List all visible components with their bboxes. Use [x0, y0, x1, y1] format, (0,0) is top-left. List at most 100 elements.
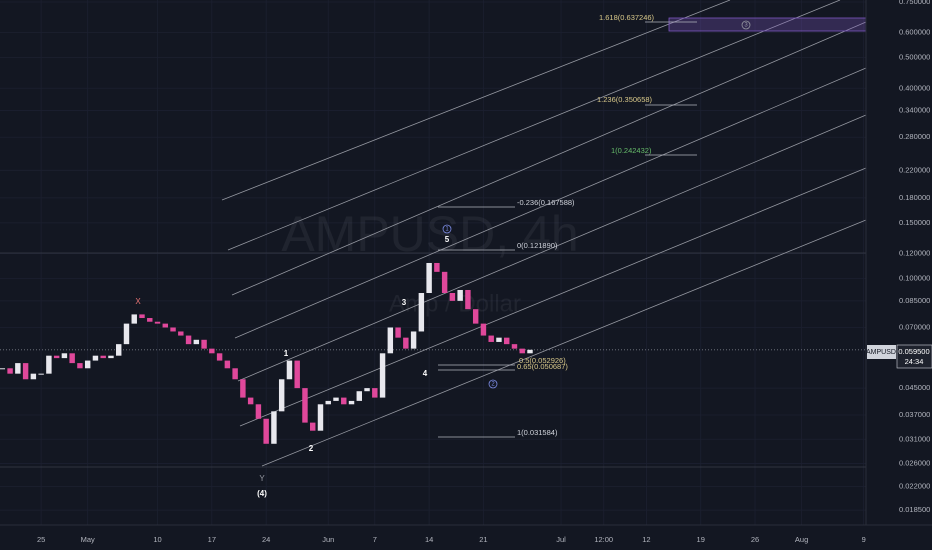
candle	[434, 262, 440, 272]
fib-label: 1(0.031584)	[517, 428, 558, 437]
wave-label: 2	[309, 444, 314, 453]
x-tick-label: Jun	[322, 535, 334, 544]
fib-label: 1.618(0.637246)	[599, 13, 655, 22]
circled-label: 3	[744, 23, 748, 29]
candles	[0, 262, 533, 444]
candle	[108, 355, 114, 359]
candle	[504, 337, 510, 345]
circled-label: 1	[445, 227, 449, 233]
y-tick-label: 0.600000	[899, 28, 930, 37]
watermark: AMPUSD, 4h	[281, 206, 578, 262]
candle	[511, 344, 518, 349]
y-tick-label: 0.031000	[899, 434, 930, 443]
candle	[403, 337, 409, 349]
x-tick-label: 19	[697, 535, 705, 544]
target-zone	[668, 17, 897, 32]
candle	[457, 289, 463, 301]
grid	[0, 0, 866, 525]
candle	[372, 388, 378, 398]
candle	[364, 388, 370, 392]
candle	[348, 400, 355, 405]
candle	[496, 337, 502, 342]
wave-label: 4	[423, 369, 428, 378]
wave-label: (4)	[257, 489, 267, 498]
annotations: 1.618(0.637246) 1.236(0.350658) 1(0.2424…	[135, 13, 751, 498]
candle	[341, 397, 347, 405]
candle	[465, 289, 471, 310]
candle	[286, 360, 293, 380]
candle	[271, 411, 277, 444]
candle	[216, 353, 223, 361]
x-tick-label: 21	[479, 535, 487, 544]
price-tag	[896, 344, 932, 369]
candle	[162, 323, 169, 328]
candle	[100, 355, 106, 359]
wave-circle	[741, 20, 751, 30]
y-tick-label: 0.280000	[899, 132, 930, 141]
candle	[7, 368, 13, 374]
candle	[472, 309, 479, 324]
candle	[0, 368, 6, 370]
price-axis	[866, 0, 932, 525]
fib-label: 1(0.242432)	[611, 146, 652, 155]
y-tick-label: 0.220000	[899, 165, 930, 174]
candle	[193, 339, 200, 345]
channel	[221, 0, 867, 467]
axes: 0.750000 0.600000 0.500000 0.400000 0.340000…	[37, 0, 930, 544]
y-tick-label: 0.100000	[899, 274, 930, 283]
candle	[209, 348, 215, 354]
wave-label: 1	[284, 349, 289, 358]
candle	[387, 327, 394, 354]
channel-line	[237, 114, 867, 382]
y-tick-label: 0.750000	[899, 0, 930, 6]
fib-label: 0.65(0.050687)	[517, 362, 568, 371]
candle	[426, 262, 432, 293]
y-tick-label: 0.070000	[899, 322, 930, 331]
x-tick-label: 10	[153, 535, 161, 544]
candle	[53, 355, 60, 359]
candle	[302, 388, 308, 423]
candle	[418, 292, 425, 332]
channel-line	[234, 67, 867, 339]
symbol-tag	[867, 345, 896, 359]
candle	[30, 373, 37, 380]
candle	[263, 418, 269, 444]
candle	[294, 360, 300, 389]
candle	[15, 363, 21, 374]
x-tick-label: Aug	[795, 535, 808, 544]
y-tick-label: 0.045000	[899, 383, 930, 392]
candle	[22, 363, 29, 380]
candle	[247, 397, 254, 405]
x-tick-label: 12:00	[594, 535, 613, 544]
channel-line	[227, 0, 841, 251]
y-tick-label: 0.018500	[899, 505, 930, 514]
candle	[395, 327, 401, 338]
candle	[92, 355, 99, 361]
y-tick-label: 0.022000	[899, 481, 930, 490]
channel-line	[221, 0, 731, 201]
candle	[480, 323, 487, 336]
wave-label: 5	[445, 235, 450, 244]
candle	[201, 339, 207, 349]
y-tick-label: 0.150000	[899, 218, 930, 227]
x-tick-label: 26	[751, 535, 759, 544]
candle	[178, 331, 184, 336]
candle	[379, 353, 386, 398]
price-tag-countdown: 24:34	[905, 357, 924, 366]
fib-label: 0(0.121890)	[517, 241, 558, 250]
fib-label: 1.236(0.350658)	[597, 95, 653, 104]
candle	[69, 353, 75, 364]
x-tick-label: 7	[373, 535, 377, 544]
x-tick-label: 9	[862, 535, 866, 544]
wave-circle	[442, 224, 452, 234]
candle	[317, 404, 324, 431]
price-tag-value: 0.059500	[898, 347, 929, 356]
channel-line	[261, 219, 867, 467]
candle	[255, 404, 262, 419]
candle	[224, 360, 231, 369]
candle	[488, 335, 494, 342]
candle	[356, 391, 362, 401]
y-tick-label: 0.120000	[899, 248, 930, 257]
candle	[310, 422, 316, 431]
circled-label: 2	[491, 382, 495, 388]
